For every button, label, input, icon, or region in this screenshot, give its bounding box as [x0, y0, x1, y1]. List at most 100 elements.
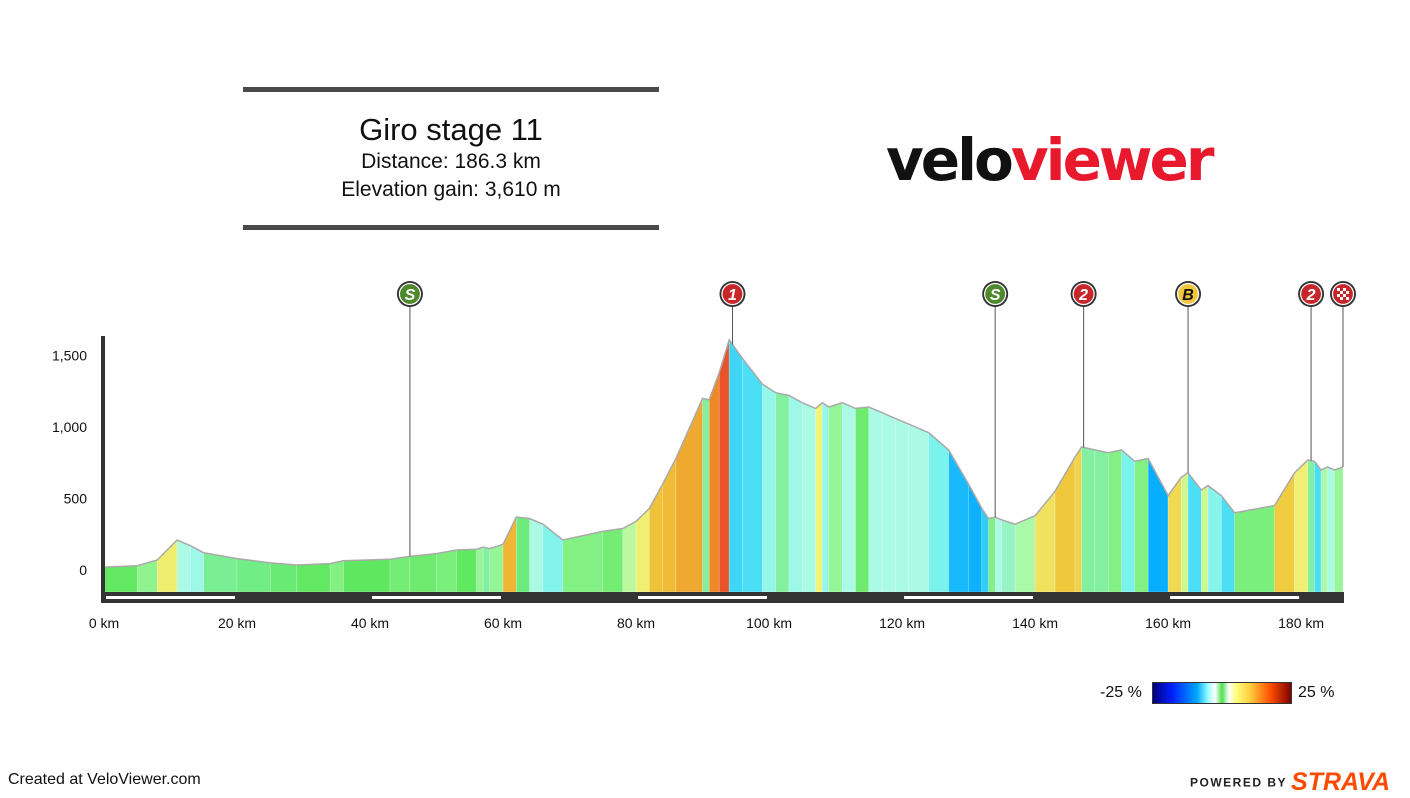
profile-segment — [1108, 449, 1122, 593]
profile-segment — [1121, 449, 1136, 593]
profile-segment — [855, 406, 870, 593]
profile-segment — [203, 552, 238, 593]
profile-segment — [868, 406, 883, 593]
x-axis-stripe — [106, 596, 236, 599]
legend-max-label: 25 % — [1298, 684, 1335, 701]
x-tick-label: 40 km — [351, 615, 389, 631]
profile-segment — [1074, 446, 1082, 593]
profile-segment — [948, 449, 969, 593]
profile-segment — [103, 565, 138, 593]
strava-logo: STRAVA — [1291, 768, 1391, 796]
profile-segment — [1054, 456, 1076, 593]
x-tick-label: 100 km — [746, 615, 792, 631]
profile-segment — [516, 516, 530, 593]
profile-segment — [718, 339, 730, 593]
profile-segment — [1234, 505, 1275, 593]
legend-min-label: -25 % — [1100, 684, 1142, 701]
profile-segment — [815, 402, 823, 593]
x-axis-stripe — [1170, 596, 1300, 599]
x-tick-label: 80 km — [617, 615, 655, 631]
profile-segment — [988, 516, 996, 593]
credit-text[interactable]: Created at VeloViewer.com — [8, 771, 201, 788]
profile-segment — [828, 402, 843, 593]
profile-segment — [635, 508, 650, 593]
profile-segment — [1334, 466, 1344, 593]
profile-segment — [1201, 485, 1209, 593]
profile-segment — [176, 539, 191, 593]
profile-segment — [236, 558, 271, 593]
marker-label: 2 — [1306, 287, 1316, 304]
veloviewer-logo[interactable]: veloviewer — [886, 126, 1215, 194]
y-tick-label: 1,000 — [52, 419, 87, 435]
powered-by-label: POWERED BY — [1190, 775, 1288, 790]
x-tick-label: 180 km — [1278, 615, 1324, 631]
marker-label: S — [990, 287, 1001, 304]
x-tick-label: 120 km — [879, 615, 925, 631]
profile-segment — [343, 559, 391, 593]
x-tick-label: 60 km — [484, 615, 522, 631]
logo-viewer: viewer — [1010, 126, 1215, 194]
profile-segment — [742, 357, 763, 593]
x-tick-label: 20 km — [218, 615, 256, 631]
elevation-label: Elevation gain: 3,610 m — [341, 178, 561, 201]
profile-segment — [190, 545, 204, 593]
marker-label: 2 — [1078, 287, 1088, 304]
profile-segment — [502, 517, 517, 593]
profile-segment — [489, 543, 504, 593]
climb-marker-cat2[interactable]: 2 — [1070, 281, 1097, 307]
marker-label: 1 — [728, 287, 737, 304]
profile-segment — [1207, 485, 1222, 593]
profile-segment — [436, 549, 457, 593]
x-tick-label: 0 km — [89, 615, 119, 631]
profile-segment — [649, 484, 663, 593]
profile-segment — [562, 531, 603, 593]
profile-segment — [802, 402, 816, 593]
profile-segment — [1314, 460, 1322, 593]
profile-segment — [1134, 458, 1149, 593]
elevation-profile-chart: S 1 S 2 B 2 0 500 1,000 1,500 0 km 20 km 40 km 60 km… — [52, 281, 1356, 631]
y-tick-label: 500 — [64, 491, 88, 507]
climb-marker-sprint[interactable]: S — [982, 281, 1009, 307]
profile-segment — [702, 398, 710, 593]
profile-segment — [709, 372, 720, 593]
y-tick-label: 0 — [79, 562, 87, 578]
distance-label: Distance: 186.3 km — [361, 150, 541, 173]
profile-segment — [895, 418, 909, 593]
profile-segment — [622, 521, 637, 593]
climb-marker-cat2[interactable]: 2 — [1298, 281, 1325, 307]
profile-segment — [1294, 459, 1308, 593]
profile-segment — [296, 563, 331, 593]
profile-segment — [1014, 515, 1036, 593]
profile-segment — [728, 339, 743, 593]
axes: 0 500 1,000 1,500 0 km 20 km 40 km 60 km 80 km 10… — [52, 336, 1344, 631]
y-tick-label: 1,500 — [52, 348, 87, 364]
powered-by-strava[interactable]: POWERED BY STRAVA — [1190, 768, 1390, 797]
x-axis-stripe — [904, 596, 1034, 599]
profile-segment — [762, 383, 776, 593]
profile-outline — [103, 338, 1344, 568]
profile-segment — [881, 412, 896, 593]
profile-segment — [602, 528, 623, 593]
profile-segment — [482, 546, 490, 593]
profile-segment — [788, 395, 803, 593]
climb-marker-cat1[interactable]: 1 — [719, 281, 746, 307]
profile-segment — [1320, 466, 1328, 593]
profile-segment — [1187, 472, 1202, 593]
profile-segment — [1307, 459, 1315, 593]
profile-segment — [389, 556, 411, 593]
profile-segment — [476, 546, 484, 593]
profile-segments — [103, 339, 1344, 593]
profile-segment — [842, 402, 856, 593]
profile-segment — [928, 432, 949, 593]
x-tick-label: 140 km — [1012, 615, 1058, 631]
profile-segment — [822, 402, 830, 593]
profile-segment — [1327, 466, 1335, 593]
climb-marker-bonus[interactable]: B — [1175, 281, 1202, 307]
profile-segment — [329, 560, 344, 593]
title-box: Giro stage 11 Distance: 186.3 km Elevati… — [243, 87, 659, 230]
profile-segment — [1181, 472, 1189, 593]
climb-marker-sprint[interactable]: S — [396, 281, 423, 307]
climb-marker-finish[interactable] — [1330, 281, 1356, 307]
profile-segment — [1094, 449, 1109, 593]
profile-segment — [542, 523, 564, 593]
